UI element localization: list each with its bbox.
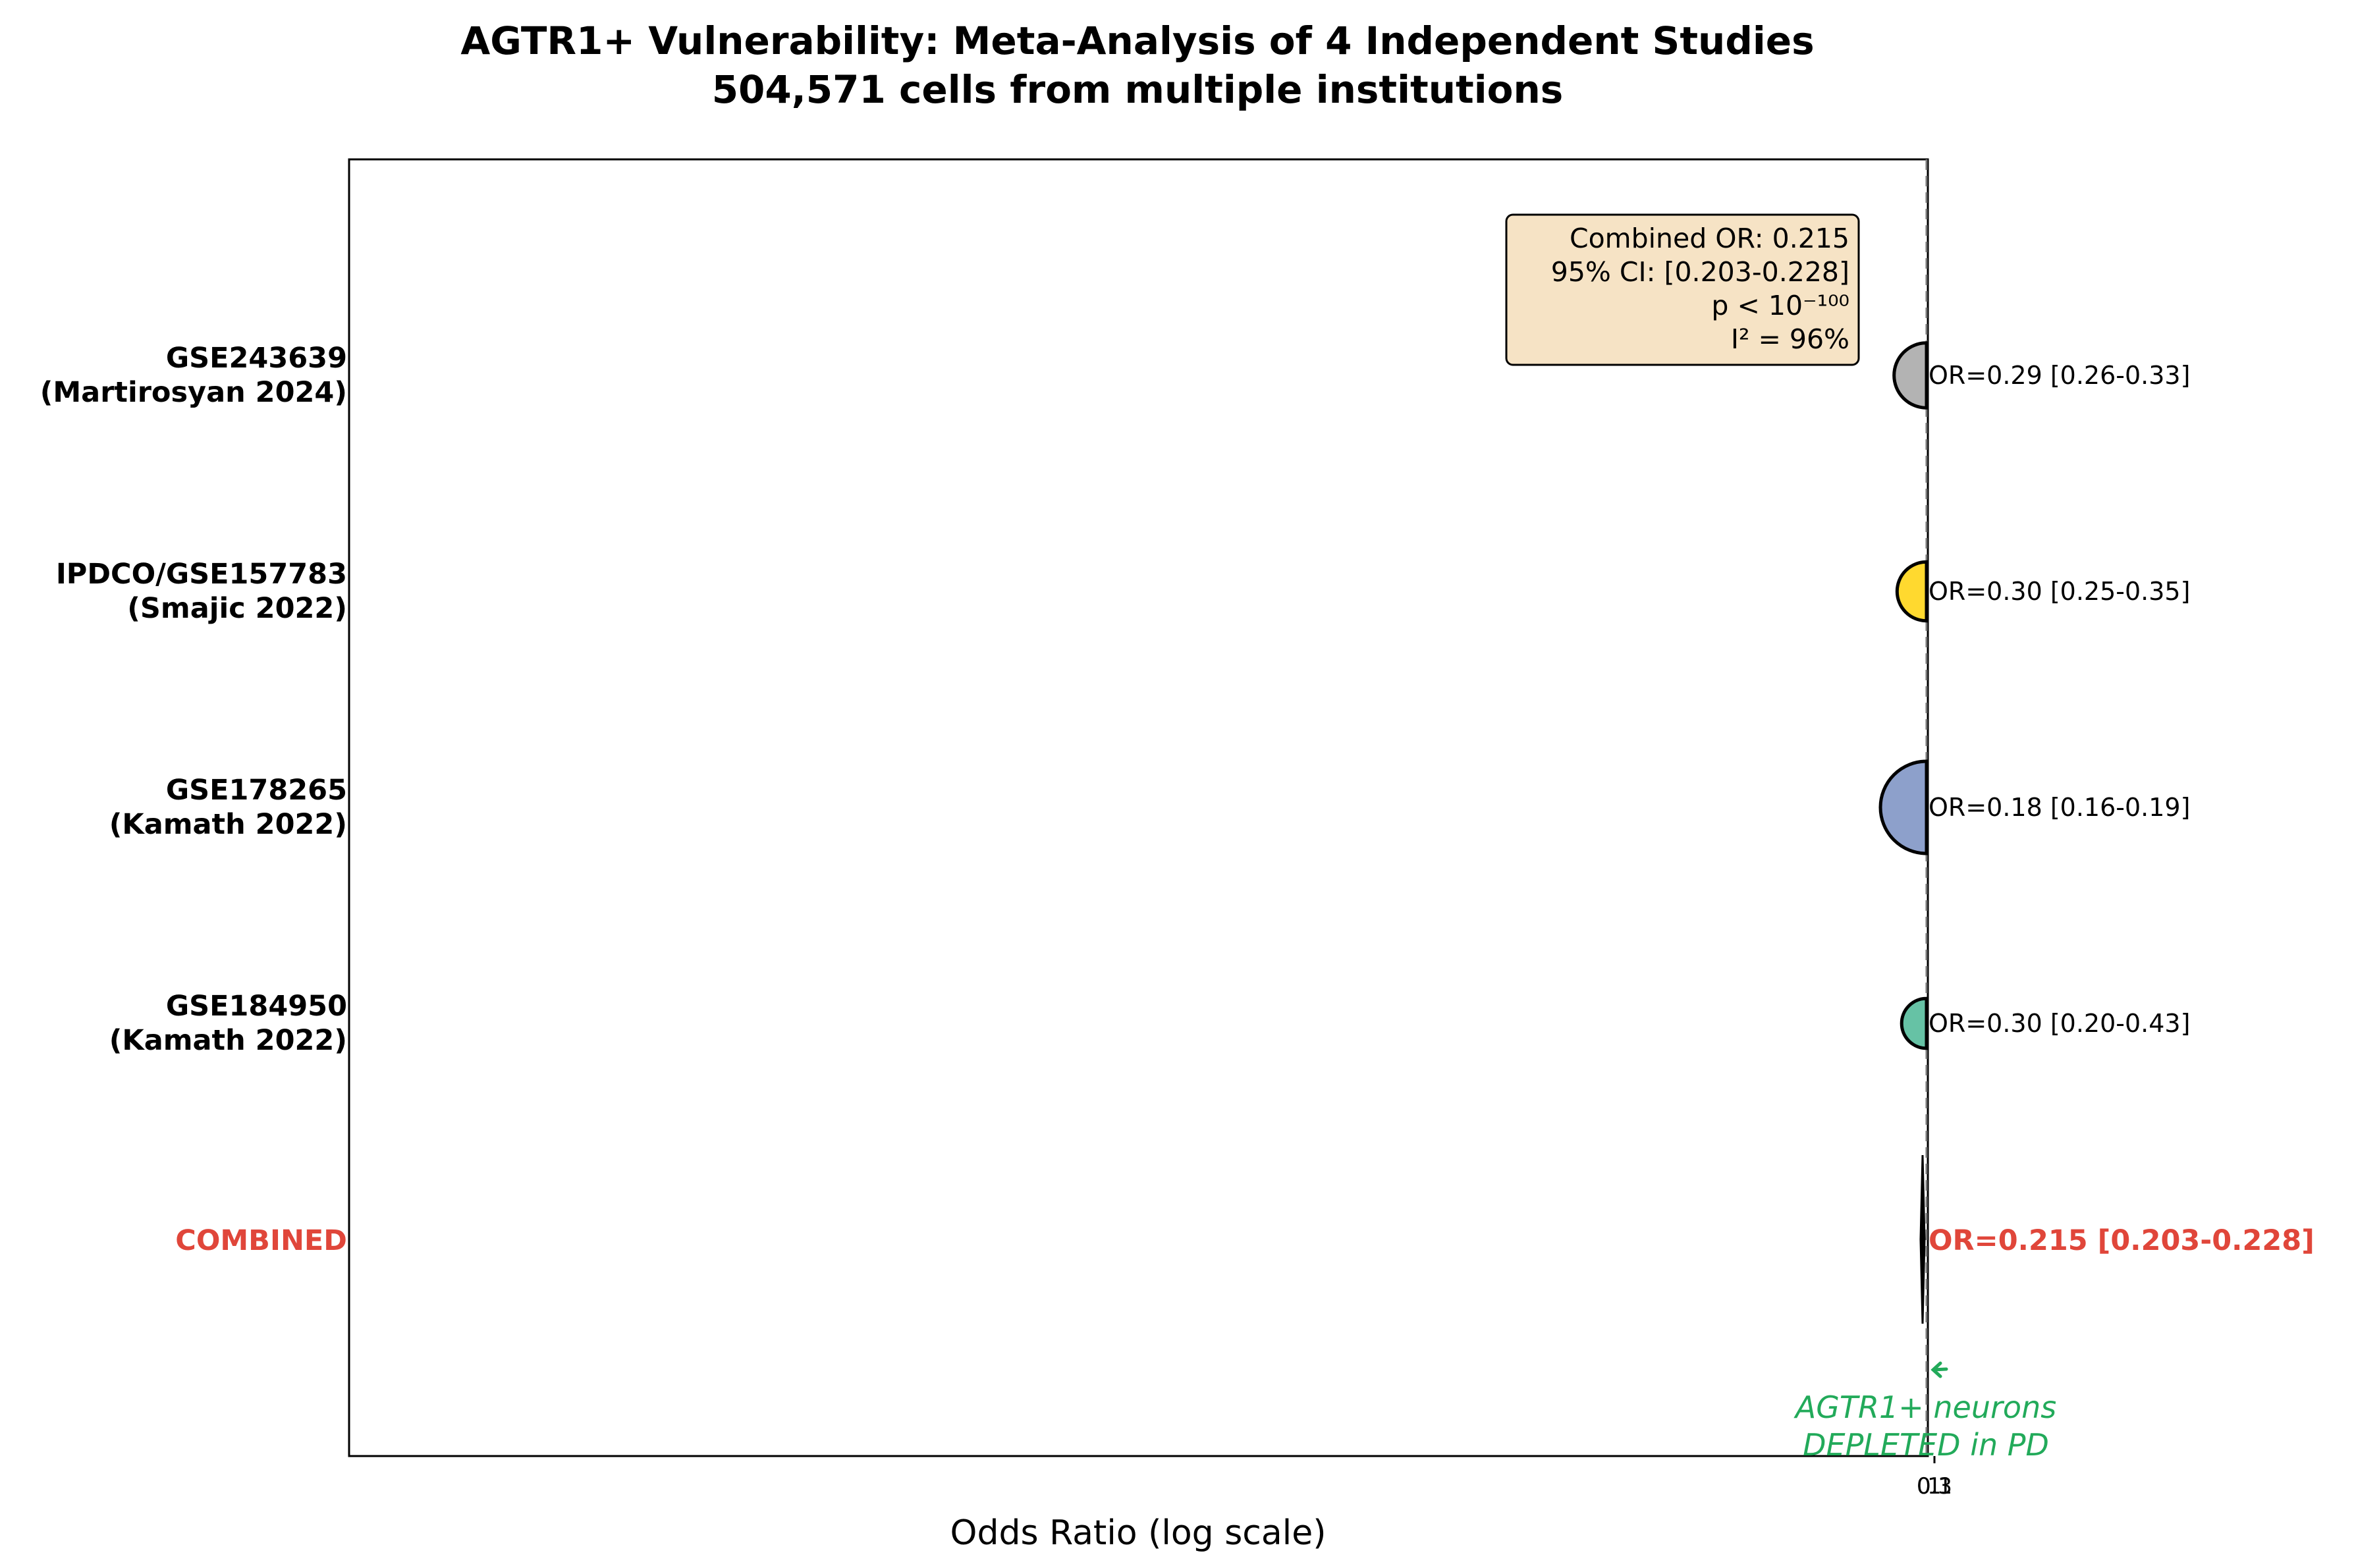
study-label-id: GSE178265: [166, 774, 347, 807]
annotation-arrow: [1930, 1361, 1948, 1378]
study-label-id: GSE243639: [166, 342, 347, 375]
x-tick-label: 1: [1927, 1473, 1942, 1500]
x-tick-label: 0.3: [1917, 1473, 1952, 1500]
study-point-GSE184950: [1900, 996, 1929, 1050]
study-label-author: (Smajic 2022): [127, 592, 347, 625]
study-label-id: IPDCO/GSE157783: [56, 558, 347, 591]
or-value-label: OR=0.30 [0.25-0.35]: [1929, 577, 2190, 606]
study-label-author: (Martirosyan 2024): [40, 376, 347, 409]
chart-subtitle: 504,571 cells from multiple institutions: [712, 67, 1564, 112]
stats-box-background: [1505, 213, 1860, 366]
stats-box: Combined OR: 0.215 95% CI: [0.203-0.228]…: [1505, 213, 1860, 366]
combined-label: COMBINED: [175, 1224, 347, 1257]
or-value-label: OR=0.30 [0.20-0.43]: [1929, 1009, 2190, 1038]
depletion-annotation: AGTR1+ neurons DEPLETED in PD: [1793, 1361, 2056, 1463]
study-point-GSE178265: [1878, 759, 1929, 855]
stats-p-value: p < 10⁻¹⁰⁰: [1711, 290, 1849, 321]
x-axis-label: Odds Ratio (log scale): [950, 1513, 1327, 1553]
study-label-author: (Kamath 2022): [109, 808, 347, 841]
x-tick-label: 0.1: [1917, 1473, 1952, 1500]
study-point-GSE243639: [1892, 341, 1929, 410]
annotation-line-1: AGTR1+ neurons: [1793, 1390, 2056, 1425]
study-label-author: (Kamath 2022): [109, 1024, 347, 1057]
study-label-id: GSE184950: [166, 990, 347, 1023]
combined-diamond: [1919, 1154, 1926, 1324]
chart-marks: GSE243639(Martirosyan 2024) OR=0.29 [0.26…: [40, 159, 2314, 1500]
stats-combined-or: Combined OR: 0.215: [1570, 223, 1849, 254]
chart-title: AGTR1+ Vulnerability: Meta-Analysis of 4…: [460, 18, 1814, 63]
or-value-label: OR=0.18 [0.16-0.19]: [1929, 793, 2190, 822]
study-point-IPDCO/GSE157783: [1895, 560, 1929, 623]
annotation-line-2: DEPLETED in PD: [1803, 1427, 2049, 1463]
plot-area: [348, 158, 1929, 1457]
stats-heterogeneity: I² = 96%: [1731, 323, 1849, 355]
combined-or-label: OR=0.215 [0.203-0.228]: [1929, 1224, 2314, 1257]
stats-ci: 95% CI: [0.203-0.228]: [1551, 256, 1849, 288]
or-value-label: OR=0.29 [0.26-0.33]: [1929, 361, 2190, 390]
